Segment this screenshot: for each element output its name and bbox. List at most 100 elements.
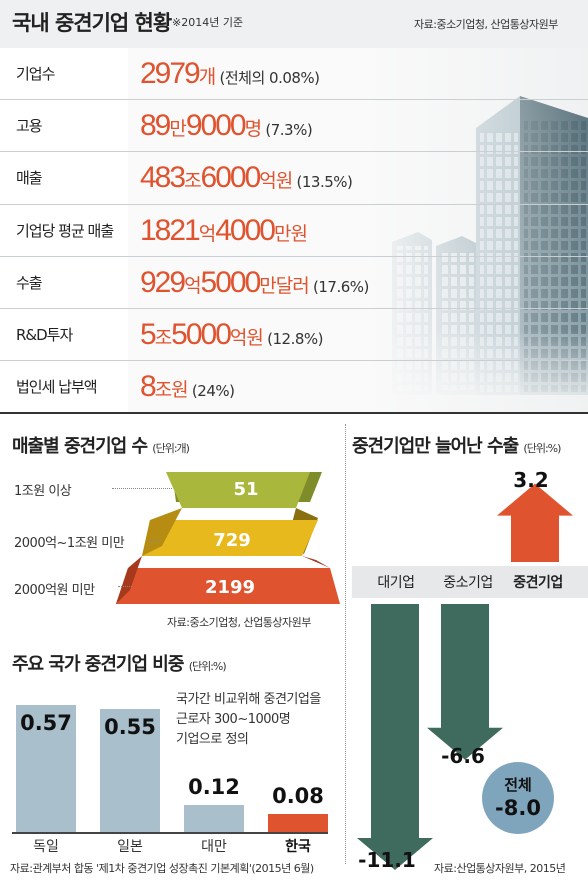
stat-value-part: 조 — [184, 170, 202, 193]
country-label: 독일 — [33, 839, 59, 855]
column-divider — [345, 424, 346, 864]
stat-value: 1821억4000만원 — [128, 204, 588, 257]
country-value: 0.57 — [20, 710, 72, 735]
country-label: 대만 — [201, 839, 227, 855]
country-chart-title: 주요 국가 중견기업 비중 (단위:%) — [12, 650, 227, 676]
section-divider — [0, 412, 588, 414]
leader-line — [112, 488, 172, 489]
stat-value-part: 2979 — [140, 57, 201, 90]
annotation-line: 기업으로 정의 — [176, 732, 249, 747]
stat-value: 89만9000명 (7.3%) — [128, 100, 588, 153]
row-separator — [0, 360, 588, 362]
leader-line — [150, 540, 160, 541]
stat-value-part: 5 — [140, 318, 157, 351]
country-chart-unit: (단위:%) — [188, 660, 227, 673]
country-chart-annotation: 국가간 비교위해 중견기업을 근로자 300~1000명 기업으로 정의 — [176, 690, 321, 750]
stat-value-part: 억 — [198, 222, 217, 245]
stat-label: 기업수 — [0, 48, 128, 100]
stat-value-part: (24%) — [187, 382, 235, 401]
overview-panel: 국내 중견기업 현황 ※2014년 기준 자료:중소기업청, 산업통상자원부 기… — [0, 0, 588, 414]
stat-value-part: 4000 — [215, 213, 276, 247]
category-label-small: 중소기업 — [443, 575, 493, 591]
stat-value-part: 9000 — [185, 109, 247, 143]
sales-chart-title-text: 매출별 중견기업 수 — [12, 436, 148, 457]
stat-value: 483조6000억원 (13.5%) — [128, 152, 588, 205]
tier-3-label: 2000억원 미만 — [14, 583, 95, 598]
stat-value-part: 조 — [154, 327, 173, 349]
stat-value: 8조원 (24%) — [128, 361, 588, 414]
export-arrow-0 — [357, 604, 433, 870]
export-chart-title-text: 중견기업만 늘어난 수출 — [352, 436, 519, 457]
country-axis-line — [12, 832, 328, 834]
stat-value: 929억5000만달러 (17.6%) — [128, 256, 588, 309]
leader-line — [118, 586, 132, 587]
stat-row: R&D투자 5조5000억원 (12.8%) — [0, 309, 588, 361]
category-band — [352, 566, 588, 598]
stat-value-part: 483 — [140, 161, 186, 195]
stat-label: 매출 — [0, 152, 128, 205]
tier-shadow — [142, 508, 182, 556]
row-separator — [0, 151, 588, 153]
country-value: 0.08 — [272, 784, 324, 808]
sales-pyramid — [116, 472, 340, 604]
stat-value-part: (전체의 0.08%) — [215, 69, 321, 87]
stat-value-part: 5000 — [200, 265, 262, 299]
stat-value-part: 만달러 — [259, 274, 309, 297]
stat-value-part: 억원 — [259, 170, 293, 193]
stat-value-part: 만원 — [273, 222, 308, 245]
tier-shadow — [302, 556, 330, 568]
stat-row: 기업당 평균 매출 1821억4000만원 — [0, 204, 588, 257]
sales-chart-unit: (단위:개) — [152, 442, 190, 455]
stat-value-part: 6000 — [200, 161, 262, 195]
country-chart-title-text: 주요 국가 중견기업 비중 — [12, 654, 184, 675]
source-note: 자료:중소기업청, 산업통상자원부 — [414, 18, 558, 31]
category-label-mid: 중견기업 — [513, 575, 563, 591]
country-source-note: 자료:관계부처 합동 '제1차 중견기업 성장촉진 기본계획'(2015년 6월… — [10, 862, 314, 875]
stat-value-part: 조원 — [154, 379, 189, 402]
value-mid: 3.2 — [513, 468, 549, 492]
stat-row: 수출 929억5000만달러 (17.6%) — [0, 256, 588, 309]
tier-shadow — [116, 556, 142, 604]
country-bar — [16, 704, 76, 832]
tier-2-value: 729 — [213, 530, 251, 551]
row-separator — [0, 308, 588, 309]
page-title: 국내 중견기업 현황 — [12, 11, 172, 35]
stat-label: R&D투자 — [0, 309, 128, 361]
export-arrow-1 — [427, 604, 503, 760]
country-value: 0.12 — [188, 775, 240, 800]
tier-1-label: 1조원 이상 — [14, 484, 72, 499]
stat-label: 고용 — [0, 100, 128, 153]
stat-value-part: (12.8%) — [262, 330, 324, 348]
value-small: -6.6 — [441, 744, 485, 768]
row-separator — [0, 203, 588, 205]
tier-3-value: 2199 — [204, 577, 256, 598]
stat-value-part: (7.3%) — [261, 121, 313, 140]
tier-2-label: 2000억~1조원 미만 — [14, 536, 125, 551]
annotation-line: 국가간 비교위해 중견기업을 — [176, 692, 321, 707]
tier-2-shape — [142, 520, 318, 556]
stat-value-part: (17.6%) — [308, 277, 369, 296]
stat-value-part: 억 — [184, 274, 202, 297]
export-source-note: 자료:산업통상자원부, 2015년 — [434, 862, 566, 875]
stat-row: 고용 89만9000명 (7.3%) — [0, 100, 588, 153]
stat-label: 법인세 납부액 — [0, 361, 128, 414]
header-bar: 국내 중견기업 현황 ※2014년 기준 자료:중소기업청, 산업통상자원부 — [0, 0, 588, 40]
stat-value-part: 929 — [140, 265, 186, 299]
category-label-large: 대기업 — [377, 575, 415, 591]
stat-row: 법인세 납부액 8조원 (24%) — [0, 361, 588, 414]
stat-value-part: 개 — [198, 66, 217, 88]
stat-value-part: 명 — [244, 118, 263, 141]
tier-1-shape — [166, 472, 310, 508]
export-chart-title: 중견기업만 늘어난 수출 (단위:%) — [352, 432, 561, 458]
tier-3-shape — [116, 568, 340, 604]
export-arrow-2 — [497, 483, 573, 562]
country-label: 한국 — [285, 839, 311, 855]
stat-value-part: 89 — [140, 109, 171, 143]
annotation-line: 근로자 300~1000명 — [176, 712, 291, 727]
tier-1-value: 51 — [233, 479, 259, 500]
stat-value: 5조5000억원 (12.8%) — [128, 309, 588, 361]
stat-value-part: (13.5%) — [292, 173, 353, 192]
value-large: -11.1 — [358, 848, 416, 872]
export-chart-unit: (단위:%) — [523, 442, 561, 455]
stat-row: 기업수 2979개 (전체의 0.08%) — [0, 48, 588, 100]
